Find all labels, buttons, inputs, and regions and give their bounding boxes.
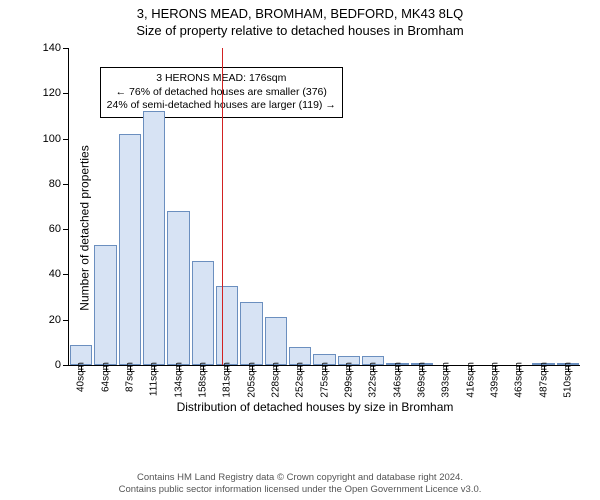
y-tick — [63, 48, 69, 49]
x-axis-label: Distribution of detached houses by size … — [50, 400, 580, 414]
x-tick-label: 40sqm — [76, 362, 87, 392]
chart-container: Number of detached properties 3 HERONS M… — [50, 48, 580, 408]
y-tick — [63, 320, 69, 321]
x-tick-label: 64sqm — [100, 362, 111, 392]
y-tick-label: 0 — [33, 359, 61, 371]
footer-attribution: Contains HM Land Registry data © Crown c… — [0, 472, 600, 496]
footer-line: Contains HM Land Registry data © Crown c… — [0, 472, 600, 484]
x-tick-label: 439sqm — [489, 362, 500, 398]
x-tick-label: 299sqm — [343, 362, 354, 398]
x-tick-label: 252sqm — [295, 362, 306, 398]
x-tick-label: 111sqm — [149, 362, 160, 396]
x-tick-label: 87sqm — [124, 362, 135, 392]
y-tick — [63, 184, 69, 185]
y-tick-label: 100 — [33, 133, 61, 145]
x-tick-label: 228sqm — [270, 362, 281, 398]
reference-line — [222, 48, 223, 365]
y-tick-label: 20 — [33, 314, 61, 326]
x-tick-label: 275sqm — [319, 362, 330, 398]
x-tick-label: 510sqm — [562, 362, 573, 398]
x-tick-label: 393sqm — [441, 362, 452, 398]
y-tick-label: 80 — [33, 178, 61, 190]
x-tick-label: 134sqm — [173, 362, 184, 398]
x-tick-label: 369sqm — [416, 362, 427, 398]
histogram-bar — [143, 111, 165, 365]
x-tick-label: 181sqm — [222, 362, 233, 398]
y-tick — [63, 139, 69, 140]
histogram-bar — [265, 317, 287, 365]
y-tick — [63, 93, 69, 94]
y-tick-label: 40 — [33, 268, 61, 280]
x-tick-label: 463sqm — [514, 362, 525, 398]
x-tick-label: 322sqm — [368, 362, 379, 398]
page-title: 3, HERONS MEAD, BROMHAM, BEDFORD, MK43 8… — [0, 0, 600, 21]
annotation-box: 3 HERONS MEAD: 176sqm ← 76% of detached … — [100, 67, 343, 118]
histogram-bar — [119, 134, 141, 365]
annotation-line: 24% of semi-detached houses are larger (… — [107, 99, 336, 113]
x-tick-label: 487sqm — [538, 362, 549, 398]
y-tick — [63, 274, 69, 275]
histogram-bar — [94, 245, 116, 365]
y-tick-label: 140 — [33, 42, 61, 54]
histogram-bar — [216, 286, 238, 365]
page-subtitle: Size of property relative to detached ho… — [0, 21, 600, 38]
plot-area: 3 HERONS MEAD: 176sqm ← 76% of detached … — [68, 48, 580, 366]
x-tick-label: 158sqm — [197, 362, 208, 398]
histogram-bar — [167, 211, 189, 365]
histogram-bar — [192, 261, 214, 365]
y-tick — [63, 229, 69, 230]
footer-line: Contains public sector information licen… — [0, 484, 600, 496]
x-tick-label: 416sqm — [465, 362, 476, 398]
x-tick-label: 205sqm — [246, 362, 257, 398]
y-tick-label: 120 — [33, 87, 61, 99]
histogram-bar — [240, 302, 262, 365]
y-tick-label: 60 — [33, 223, 61, 235]
y-tick — [63, 365, 69, 366]
annotation-line: 3 HERONS MEAD: 176sqm — [107, 72, 336, 86]
annotation-line: ← 76% of detached houses are smaller (37… — [107, 86, 336, 100]
x-tick-label: 346sqm — [392, 362, 403, 398]
